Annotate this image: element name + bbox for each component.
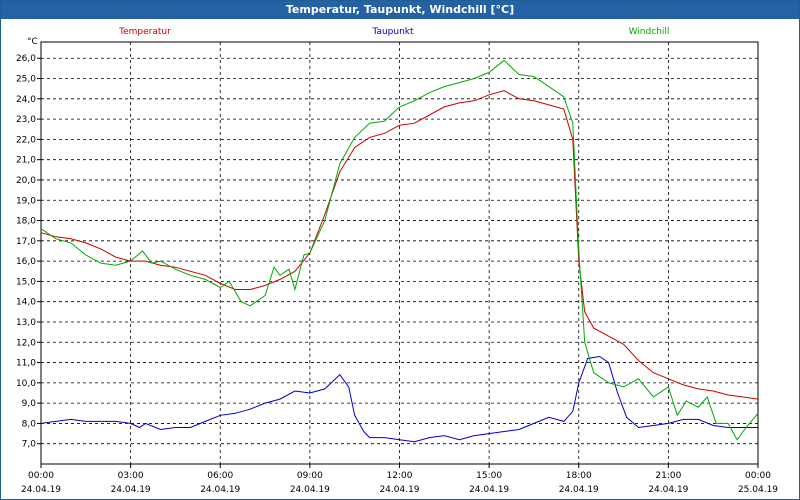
x-tick-date: 24.04.19 bbox=[379, 485, 419, 495]
x-tick-time: 00:00 bbox=[28, 471, 54, 481]
x-axis-ticks: 00:00 24.04.19 03:00 24.04.19 06:00 24.04.19 0… bbox=[21, 464, 778, 495]
y-tick-label: 23,0 bbox=[16, 115, 36, 125]
y-axis-unit: °C bbox=[27, 37, 38, 47]
y-tick-label: 21,0 bbox=[16, 156, 36, 166]
y-tick-label: 25,0 bbox=[16, 75, 36, 85]
x-tick-time: 15:00 bbox=[476, 471, 502, 481]
x-tick-date: 24.04.19 bbox=[559, 485, 599, 495]
y-tick-label: 8,0 bbox=[22, 419, 37, 429]
x-tick-time: 12:00 bbox=[387, 471, 413, 481]
x-tick-date: 24.04.19 bbox=[200, 485, 240, 495]
line-chart: °C 26,0 25,0 24,0 23,0 22,0 21,0 20,0 19,0 18,0 1… bbox=[16, 27, 778, 495]
series-lines bbox=[40, 59, 759, 443]
x-tick-time: 09:00 bbox=[297, 471, 323, 481]
x-tick-date: 24.04.19 bbox=[290, 485, 330, 495]
x-tick-date: 24.04.19 bbox=[648, 485, 688, 495]
y-tick-label: 17,0 bbox=[16, 237, 36, 247]
x-tick-date: 24.04.19 bbox=[469, 485, 509, 495]
legend-temperatur: Temperatur bbox=[118, 27, 171, 37]
series-line-temperatur bbox=[40, 90, 759, 400]
x-tick-time: 00:00 bbox=[745, 471, 771, 481]
series-line-windchill bbox=[40, 59, 759, 441]
x-tick-date: 24.04.19 bbox=[21, 485, 61, 495]
x-tick-time: 21:00 bbox=[655, 471, 681, 481]
y-tick-label: 13,0 bbox=[16, 318, 36, 328]
y-tick-label: 26,0 bbox=[16, 54, 36, 64]
y-tick-label: 24,0 bbox=[16, 95, 36, 105]
y-tick-label: 10,0 bbox=[16, 379, 36, 389]
x-tick-date: 24.04.19 bbox=[111, 485, 151, 495]
y-tick-label: 11,0 bbox=[16, 359, 36, 369]
x-tick-time: 18:00 bbox=[566, 471, 592, 481]
y-tick-label: 12,0 bbox=[16, 338, 36, 348]
y-tick-label: 18,0 bbox=[16, 217, 36, 227]
grid bbox=[41, 42, 758, 464]
x-tick-date: 25.04.19 bbox=[738, 485, 778, 495]
y-tick-label: 14,0 bbox=[16, 298, 36, 308]
y-tick-label: 7,0 bbox=[22, 440, 37, 450]
y-tick-label: 16,0 bbox=[16, 257, 36, 267]
y-tick-label: 20,0 bbox=[16, 176, 36, 186]
legend-windchill: Windchill bbox=[629, 27, 670, 37]
series-line-taupunkt bbox=[40, 355, 758, 443]
y-axis-ticks: 26,0 25,0 24,0 23,0 22,0 21,0 20,0 19,0 18,0 17,0… bbox=[16, 54, 41, 450]
legend: Temperatur Taupunkt Windchill bbox=[118, 27, 669, 37]
y-tick-label: 22,0 bbox=[16, 135, 36, 145]
x-tick-time: 06:00 bbox=[207, 471, 233, 481]
y-tick-label: 9,0 bbox=[22, 399, 37, 409]
y-tick-label: 19,0 bbox=[16, 196, 36, 206]
window-title: Temperatur, Taupunkt, Windchill [°C] bbox=[1, 1, 799, 19]
legend-taupunkt: Taupunkt bbox=[371, 27, 414, 37]
x-tick-time: 03:00 bbox=[118, 471, 144, 481]
y-tick-label: 15,0 bbox=[16, 277, 36, 287]
